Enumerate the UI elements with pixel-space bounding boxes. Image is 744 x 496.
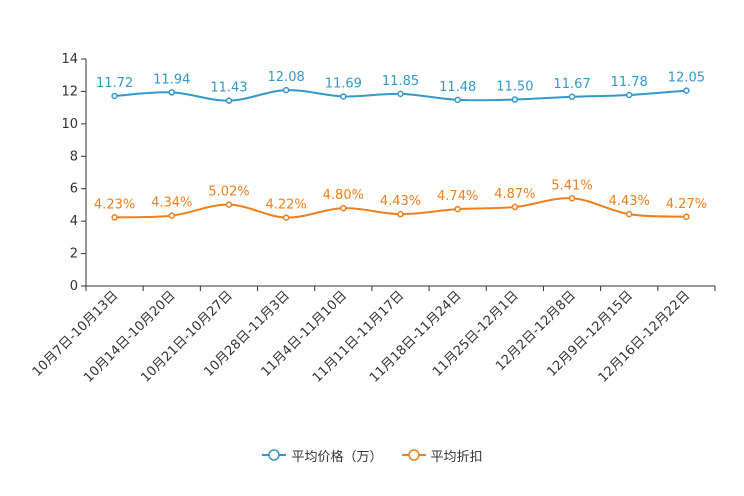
y-tick-label: 0 bbox=[70, 279, 78, 294]
data-point-price[interactable] bbox=[397, 90, 404, 98]
data-label-discount: 4.27% bbox=[666, 197, 707, 212]
data-label-discount: 5.02% bbox=[208, 185, 249, 200]
data-point-discount[interactable] bbox=[511, 203, 519, 211]
data-point-price[interactable] bbox=[340, 93, 347, 100]
data-point-price[interactable] bbox=[568, 93, 576, 101]
data-point-price[interactable] bbox=[168, 89, 176, 96]
data-label-discount: 5.41% bbox=[551, 178, 592, 193]
data-point-price[interactable] bbox=[225, 97, 233, 104]
data-point-price[interactable] bbox=[111, 92, 118, 100]
data-point-price[interactable] bbox=[282, 86, 290, 94]
data-label-price: 11.85 bbox=[382, 74, 419, 89]
data-label-price: 12.08 bbox=[268, 70, 305, 85]
line-chart: 0246810121410月7日-10月13日10月14日-10月20日10月2… bbox=[30, 52, 716, 386]
y-tick-label: 6 bbox=[70, 182, 78, 197]
data-point-price[interactable] bbox=[625, 91, 633, 99]
data-label-discount: 4.43% bbox=[609, 194, 650, 209]
data-label-price: 11.43 bbox=[210, 81, 247, 96]
data-label-discount: 4.80% bbox=[323, 188, 364, 203]
y-tick-label: 12 bbox=[61, 84, 78, 99]
data-label-price: 11.48 bbox=[439, 80, 476, 95]
data-point-discount[interactable] bbox=[454, 205, 461, 213]
y-tick-label: 10 bbox=[61, 117, 78, 132]
data-point-discount[interactable] bbox=[168, 212, 176, 219]
data-label-price: 11.94 bbox=[153, 72, 190, 87]
legend-price-label: 平均价格（万） bbox=[291, 449, 383, 465]
data-label-discount: 4.34% bbox=[151, 196, 192, 211]
y-tick-label: 2 bbox=[70, 247, 78, 262]
data-label-discount: 4.87% bbox=[494, 187, 535, 202]
data-label-price: 11.78 bbox=[611, 75, 648, 90]
data-label-discount: 4.74% bbox=[437, 189, 478, 204]
data-point-discount[interactable] bbox=[111, 214, 118, 221]
data-label-price: 12.05 bbox=[668, 71, 705, 86]
legend-discount-label: 平均折扣 bbox=[430, 449, 483, 465]
legend-discount-marker bbox=[401, 449, 426, 461]
data-label-discount: 4.43% bbox=[380, 194, 421, 209]
legend-item-price[interactable]: 平均价格（万） bbox=[261, 446, 383, 465]
y-tick-label: 8 bbox=[70, 149, 78, 164]
data-point-discount[interactable] bbox=[625, 210, 633, 218]
data-label-price: 11.69 bbox=[325, 76, 362, 91]
data-point-discount[interactable] bbox=[340, 204, 347, 212]
data-label-price: 11.72 bbox=[96, 76, 133, 91]
legend-item-discount[interactable]: 平均折扣 bbox=[401, 446, 483, 465]
y-tick-label: 14 bbox=[61, 52, 78, 67]
data-point-discount[interactable] bbox=[568, 195, 576, 202]
y-tick-label: 4 bbox=[70, 214, 78, 229]
data-point-price[interactable] bbox=[454, 96, 461, 104]
data-point-price[interactable] bbox=[683, 87, 690, 94]
data-point-discount[interactable] bbox=[282, 214, 290, 221]
data-point-discount[interactable] bbox=[397, 210, 404, 218]
data-point-price[interactable] bbox=[511, 96, 519, 103]
legend: 平均价格（万） 平均折扣 bbox=[0, 444, 744, 466]
legend-price-marker bbox=[262, 449, 287, 461]
data-label-discount: 4.23% bbox=[94, 197, 135, 212]
data-label-price: 11.67 bbox=[553, 77, 590, 92]
data-label-price: 11.50 bbox=[496, 80, 533, 95]
data-point-discount[interactable] bbox=[225, 201, 233, 208]
data-label-discount: 4.22% bbox=[265, 198, 306, 213]
data-point-discount[interactable] bbox=[683, 213, 690, 221]
